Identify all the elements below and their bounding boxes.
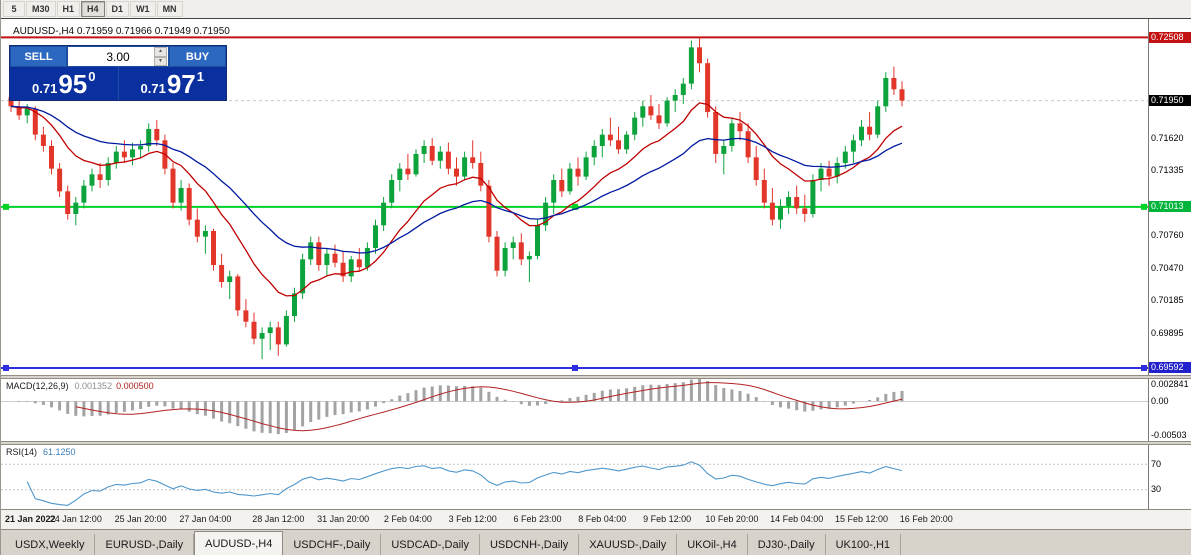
rsi-axis-label: 30 [1151,484,1162,495]
lot-spinner: ▲ ▼ [154,47,167,66]
rsi-value: 61.1250 [43,447,76,457]
price-line-badge[interactable]: 0.72508 [1149,31,1191,43]
chart-tab-dj30-daily[interactable]: DJ30-,Daily [748,534,826,555]
price-axis-label: 0.70185 [1151,295,1184,306]
time-axis-label: 14 Feb 04:00 [770,514,824,524]
macd-chart [1,379,1149,435]
time-axis-label: 24 Jan 12:00 [49,514,102,524]
ask-price-main: 97 [166,68,196,99]
rsi-plot-area: RSI(14) 61.1250 [1,445,1149,509]
ask-price-pip: 1 [196,69,204,84]
timeframe-button-mn[interactable]: MN [156,1,183,17]
bid-price-pip: 0 [88,69,96,84]
time-axis-label: 15 Feb 12:00 [834,514,889,524]
ask-price-display[interactable]: 0.71 97 1 [119,67,227,100]
time-axis-label: 27 Jan 04:00 [179,514,232,524]
timeframe-button-5[interactable]: 5 [3,1,25,17]
price-axis-label: 0.69895 [1151,328,1184,339]
timeframe-button-m30[interactable]: M30 [26,1,56,17]
time-axis-label: 6 Feb 23:00 [513,514,562,524]
chart-ohlc-title: AUDUSD-,H4 0.71959 0.71966 0.71949 0.719… [13,26,230,37]
time-axis-label: 9 Feb 12:00 [643,514,692,524]
chart-tab-usdcad-daily[interactable]: USDCAD-,Daily [381,534,480,555]
down-arrow-icon: ▼ [158,57,163,64]
macd-axis: 0.002841 0.00 -0.00503 [1148,379,1191,441]
macd-signal-value: 0.000500 [116,381,154,391]
rsi-chart [1,461,1149,506]
macd-plot-area: MACD(12,26,9) 0.001352 0.000500 [1,379,1149,441]
timeframe-button-w1[interactable]: W1 [130,1,156,17]
price-axis-label: 0.71620 [1151,132,1184,143]
up-arrow-icon: ▲ [158,48,163,55]
rsi-panel: RSI(14) 61.1250 70 30 [1,445,1191,509]
sell-button[interactable]: SELL [10,46,67,67]
ask-price-prefix: 0.71 [140,81,166,96]
price-line-badge[interactable]: 0.71950 [1149,95,1191,107]
rsi-label: RSI(14) 61.1250 [6,447,76,457]
price-chart-panel: AUDUSD-,H4 0.71959 0.71966 0.71949 0.719… [1,19,1191,375]
chart-tab-usdx-weekly[interactable]: USDX,Weekly [5,534,96,555]
lot-decrease-button[interactable]: ▼ [154,56,167,66]
rsi-axis: 70 30 [1148,445,1191,509]
timeframe-button-d1[interactable]: D1 [105,1,130,17]
price-line-badge[interactable]: 0.71013 [1149,201,1191,213]
candlestick-chart [1,36,1149,371]
macd-panel: MACD(12,26,9) 0.001352 0.000500 0.002841 0.… [1,379,1191,441]
timeframe-button-h4[interactable]: H4 [81,1,105,17]
bid-ask-row: 0.71 95 0 0.71 97 1 [10,67,226,100]
macd-axis-label: 0.002841 [1151,379,1189,389]
chart-tabs-bar: USDX,Weekly EURUSD-,Daily AUDUSD-,H4 USDCHF… [1,529,1191,555]
macd-main-value: 0.001352 [74,381,113,391]
price-axis-label: 0.70470 [1151,262,1184,273]
timeframe-button-h1[interactable]: H1 [56,1,81,17]
bid-price-prefix: 0.71 [32,81,58,96]
time-axis-label: 28 Jan 12:00 [252,514,305,524]
macd-name: MACD(12,26,9) [6,381,69,391]
time-axis-label: 25 Jan 20:00 [114,514,167,524]
chart-tab-usdcnh-daily[interactable]: USDCNH-,Daily [480,534,580,555]
chart-tab-usdchf-daily[interactable]: USDCHF-,Daily [283,534,382,555]
lot-size-field[interactable]: 3.00 ▲ ▼ [67,46,169,67]
bid-price-display[interactable]: 0.71 95 0 [10,67,119,100]
time-axis-label: 10 Feb 20:00 [705,514,759,524]
macd-axis-label: -0.00503 [1151,430,1187,440]
one-click-trading-widget: SELL 3.00 ▲ ▼ BUY 0.71 95 0 0 [9,45,227,101]
timeframe-toolbar: 5 M30 H1 H4 D1 W1 MN [1,0,1191,19]
chart-plot-area[interactable]: AUDUSD-,H4 0.71959 0.71966 0.71949 0.719… [1,19,1149,375]
rsi-name: RSI(14) [6,447,38,457]
price-axis-label: 0.70760 [1151,230,1184,241]
time-axis[interactable]: 21 Jan 2022 24 Jan 12:00 25 Jan 20:00 27 Ja… [1,509,1191,529]
panel-separator[interactable] [1,441,1191,445]
lot-increase-button[interactable]: ▲ [154,47,167,57]
time-axis-label: 31 Jan 20:00 [317,514,370,524]
time-axis-label: 8 Feb 04:00 [578,514,627,524]
time-axis-label: 3 Feb 12:00 [448,514,497,524]
price-axis[interactable]: 0.72508 0.71950 0.71620 0.71335 0.71013 0.707… [1148,19,1191,375]
chart-tab-eurusd-daily[interactable]: EURUSD-,Daily [95,534,195,555]
chart-tab-audusd-h4[interactable]: AUDUSD-,H4 [194,531,284,555]
buy-button[interactable]: BUY [169,46,226,67]
price-line-badge[interactable]: 0.69592 [1149,362,1191,374]
lot-size-value: 3.00 [106,49,130,64]
price-axis-label: 0.71335 [1151,164,1184,175]
chart-tab-uk100-h1[interactable]: UK100-,H1 [826,534,902,555]
trade-controls-row: SELL 3.00 ▲ ▼ BUY [10,46,226,67]
macd-axis-label: 0.00 [1151,395,1169,406]
macd-label: MACD(12,26,9) 0.001352 0.000500 [6,381,154,391]
panel-separator[interactable] [1,375,1191,379]
time-axis-label: 2 Feb 04:00 [383,514,432,524]
chart-tab-xauusd-daily[interactable]: XAUUSD-,Daily [579,534,678,555]
bid-price-main: 95 [58,68,88,99]
chart-tab-ukoil-h4[interactable]: UKOil-,H4 [677,534,748,555]
time-axis-label: 21 Jan 2022 [5,514,56,524]
time-axis-label: 16 Feb 20:00 [899,514,953,524]
rsi-axis-label: 70 [1151,458,1162,469]
